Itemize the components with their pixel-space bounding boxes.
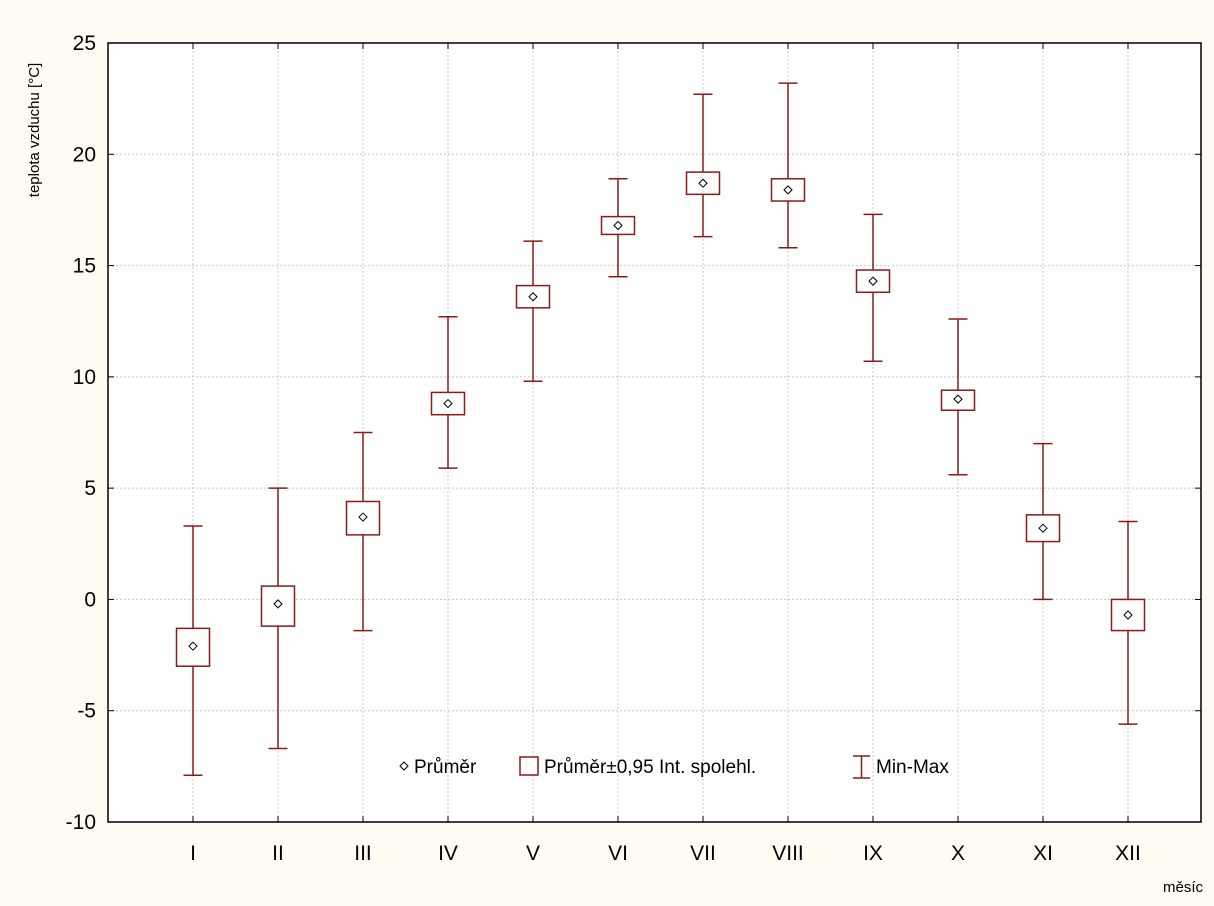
- plot-frame: [107, 42, 1202, 823]
- mean-point: [443, 398, 453, 409]
- y-tick-label: -10: [66, 811, 96, 834]
- box-VII: [685, 93, 721, 238]
- x-tick-label: XII: [1115, 842, 1141, 865]
- x-tick-label: IV: [438, 842, 458, 865]
- box-I: [175, 525, 211, 777]
- x-tick-label: V: [526, 842, 540, 865]
- mean-point: [953, 394, 963, 404]
- mean-point: [188, 641, 198, 651]
- mean-point: [273, 599, 283, 609]
- box-IV: [430, 316, 466, 469]
- x-tick-label: X: [951, 842, 965, 865]
- legend-minmax-label: Min-Max: [876, 757, 949, 778]
- box-XII: [1110, 520, 1146, 725]
- y-axis: -10 -5 0 5 10 15 20 25: [66, 32, 1201, 834]
- legend-mean-marker: [399, 761, 409, 771]
- x-tick-label: XI: [1033, 842, 1053, 865]
- y-tick-label: 20: [73, 143, 96, 166]
- x-tick-label: IX: [863, 842, 883, 865]
- y-axis-title: teplota vzduchu [°C]: [26, 63, 43, 197]
- grid-lines: [108, 43, 1201, 822]
- y-tick-label: 5: [84, 477, 96, 500]
- y-tick-label: 25: [73, 32, 96, 55]
- x-tick-label: I: [190, 842, 196, 865]
- y-tick-label: -5: [77, 700, 96, 723]
- y-tick-label: 10: [73, 366, 96, 389]
- mean-point: [783, 185, 793, 195]
- mean-point: [1038, 523, 1048, 533]
- y-tick-label: 0: [84, 588, 96, 611]
- legend: Průměr Průměr±0,95 Int. spolehl. Min-Max: [399, 755, 949, 779]
- mean-point: [698, 178, 708, 188]
- mean-point: [1123, 610, 1133, 620]
- x-tick-label: VIII: [772, 842, 804, 865]
- x-tick-label: VI: [608, 842, 628, 865]
- mean-point: [613, 220, 623, 231]
- legend-ci-label: Průměr±0,95 Int. spolehl.: [544, 757, 756, 778]
- box-XI: [1025, 442, 1061, 601]
- box-II: [260, 487, 296, 750]
- y-tick-label: 15: [73, 255, 96, 278]
- plot-background: [108, 43, 1201, 822]
- mean-point: [868, 276, 878, 286]
- x-tick-label: III: [354, 842, 372, 865]
- box-VI: [600, 178, 636, 278]
- x-axis-title: měsíc: [1163, 879, 1204, 896]
- legend-mean-label: Průměr: [414, 757, 477, 778]
- x-tick-label: II: [272, 842, 284, 865]
- data-marks: [175, 82, 1146, 777]
- box-IX: [855, 213, 891, 363]
- mean-point: [528, 292, 538, 302]
- box-VIII: [770, 82, 806, 249]
- legend-ci-marker: [519, 756, 539, 776]
- box-III: [345, 431, 381, 632]
- mean-point: [358, 512, 368, 522]
- box-X: [940, 318, 976, 476]
- box-V: [515, 240, 551, 383]
- x-tick-label: VII: [690, 842, 716, 865]
- x-axis: I II III IV V VI VII VIII IX X XI XII: [190, 43, 1141, 865]
- legend-minmax-marker: [853, 755, 870, 779]
